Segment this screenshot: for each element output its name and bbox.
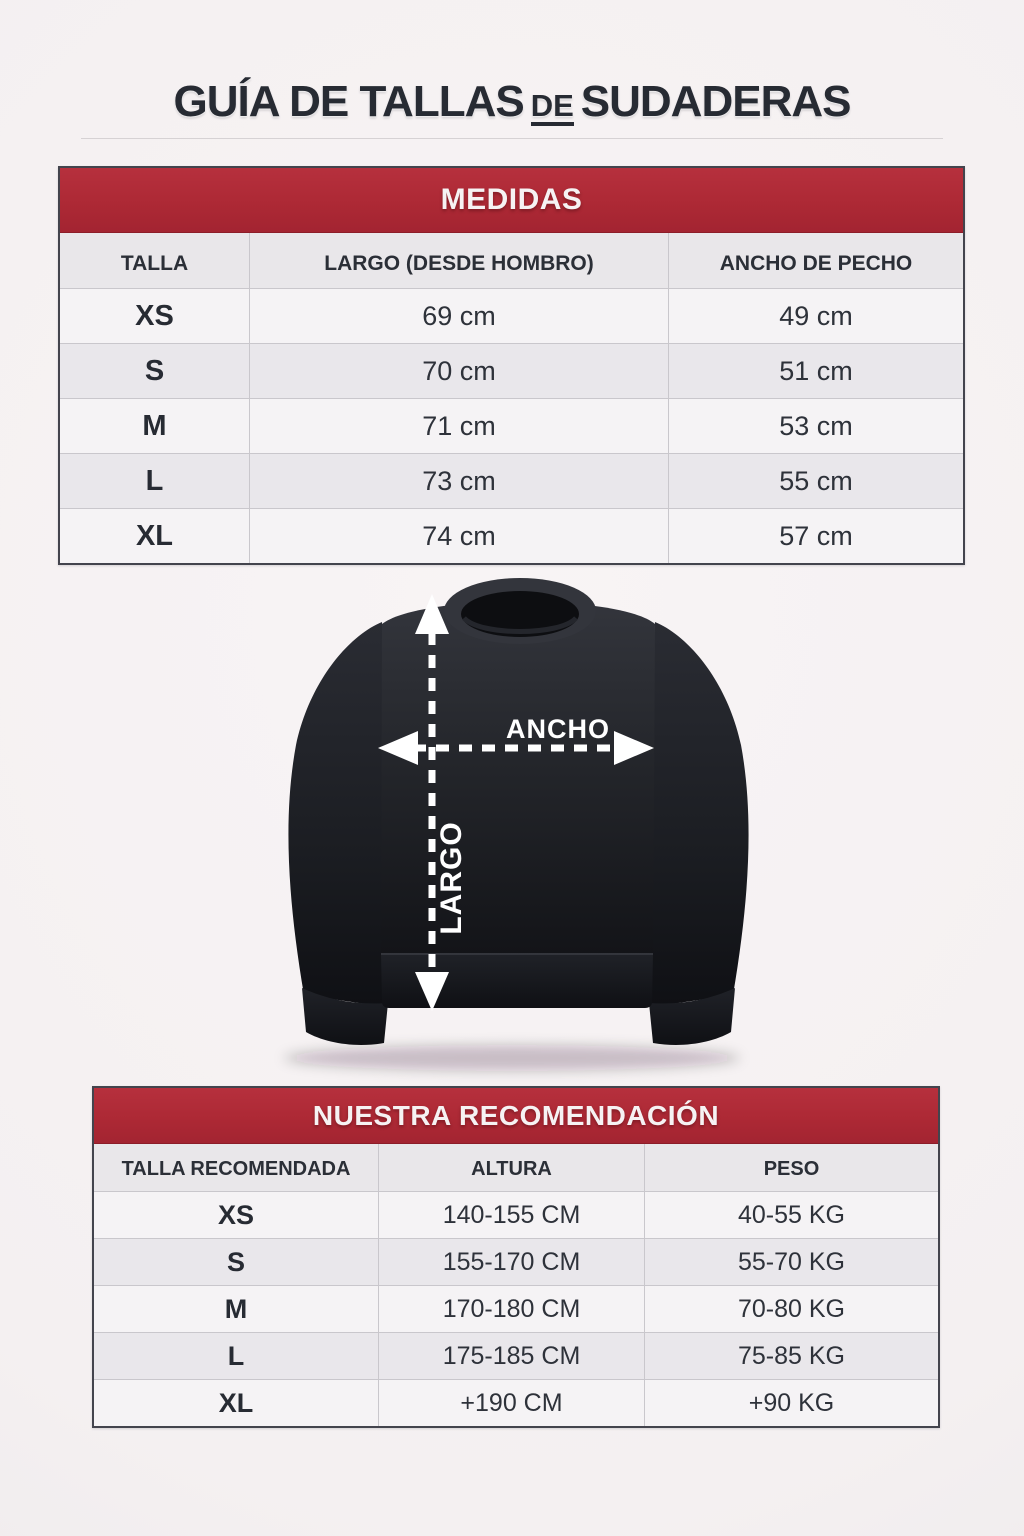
title-divider	[81, 138, 943, 139]
medidas-table-banner: MEDIDAS	[60, 168, 963, 233]
medidas-row-m-largo: 71 cm	[249, 398, 668, 453]
ancho-arrowhead-right	[614, 731, 654, 765]
recomendacion-col-header-talla: TALLA RECOMENDADA	[94, 1144, 378, 1194]
recomendacion-table: NUESTRA RECOMENDACIÓN TALLA RECOMENDADA …	[92, 1086, 940, 1428]
title-de-underlined: DE	[530, 90, 574, 126]
right-sleeve	[648, 622, 749, 1007]
medidas-row-s-largo: 70 cm	[249, 343, 668, 398]
medidas-col-header-ancho: ANCHO DE PECHO	[668, 233, 963, 295]
garment-shadow	[284, 1045, 740, 1071]
recomendacion-row-m-altura: 170-180 CM	[378, 1285, 644, 1332]
recomendacion-row-m-peso: 70-80 KG	[644, 1285, 938, 1332]
largo-label: LARGO	[435, 821, 468, 934]
medidas-row-xl-ancho: 57 cm	[668, 508, 963, 563]
right-cuff	[649, 988, 735, 1045]
recomendacion-row-s-talla: S	[94, 1238, 378, 1285]
medidas-row-m-ancho: 53 cm	[668, 398, 963, 453]
recomendacion-table-grid: TALLA RECOMENDADA ALTURA PESO XS 140-155…	[94, 1144, 938, 1426]
recomendacion-row-m-talla: M	[94, 1285, 378, 1332]
left-sleeve	[288, 622, 389, 1007]
medidas-table-grid: TALLA LARGO (DESDE HOMBRO) ANCHO DE PECH…	[60, 233, 963, 563]
medidas-col-header-largo: LARGO (DESDE HOMBRO)	[249, 233, 668, 295]
medidas-row-m-talla: M	[60, 398, 249, 453]
medidas-table: MEDIDAS TALLA LARGO (DESDE HOMBRO) ANCHO…	[58, 166, 965, 565]
recomendacion-row-xs-peso: 40-55 KG	[644, 1191, 938, 1238]
recomendacion-row-xs-altura: 140-155 CM	[378, 1191, 644, 1238]
ancho-label: ANCHO	[506, 714, 610, 744]
medidas-row-s-talla: S	[60, 343, 249, 398]
medidas-col-header-talla: TALLA	[60, 233, 249, 295]
medidas-row-xs-ancho: 49 cm	[668, 288, 963, 343]
medidas-row-xs-talla: XS	[60, 288, 249, 343]
sweatshirt-measurement-diagram: ANCHO LARGO	[284, 578, 749, 1071]
ancho-arrowhead-left	[378, 731, 418, 765]
torso	[381, 601, 655, 955]
collar-inner	[461, 591, 579, 637]
recomendacion-col-header-altura: ALTURA	[378, 1144, 644, 1194]
recomendacion-row-xl-talla: XL	[94, 1379, 378, 1426]
medidas-row-xs-largo: 69 cm	[249, 288, 668, 343]
medidas-row-l-ancho: 55 cm	[668, 453, 963, 508]
page-title: GUÍA DE TALLAS DE SUDADERAS	[0, 78, 1024, 126]
recomendacion-row-xl-peso: +90 KG	[644, 1379, 938, 1426]
largo-arrowhead-bottom	[415, 972, 449, 1011]
collar-band	[462, 616, 578, 634]
recomendacion-row-l-altura: 175-185 CM	[378, 1332, 644, 1379]
largo-arrowhead-top	[415, 594, 449, 634]
medidas-row-xl-talla: XL	[60, 508, 249, 563]
medidas-row-l-largo: 73 cm	[249, 453, 668, 508]
medidas-row-s-ancho: 51 cm	[668, 343, 963, 398]
recomendacion-row-l-talla: L	[94, 1332, 378, 1379]
recomendacion-row-l-peso: 75-85 KG	[644, 1332, 938, 1379]
recomendacion-row-xs-talla: XS	[94, 1191, 378, 1238]
recomendacion-row-s-altura: 155-170 CM	[378, 1238, 644, 1285]
recomendacion-row-s-peso: 55-70 KG	[644, 1238, 938, 1285]
title-tail: SUDADERAS	[580, 77, 852, 126]
recomendacion-col-header-peso: PESO	[644, 1144, 938, 1194]
hem-band	[381, 953, 653, 1008]
medidas-row-xl-largo: 74 cm	[249, 508, 668, 563]
recomendacion-table-banner: NUESTRA RECOMENDACIÓN	[94, 1088, 938, 1144]
left-cuff	[302, 988, 388, 1045]
title-lead: GUÍA DE TALLAS	[173, 77, 525, 126]
recomendacion-row-xl-altura: +190 CM	[378, 1379, 644, 1426]
medidas-row-l-talla: L	[60, 453, 249, 508]
